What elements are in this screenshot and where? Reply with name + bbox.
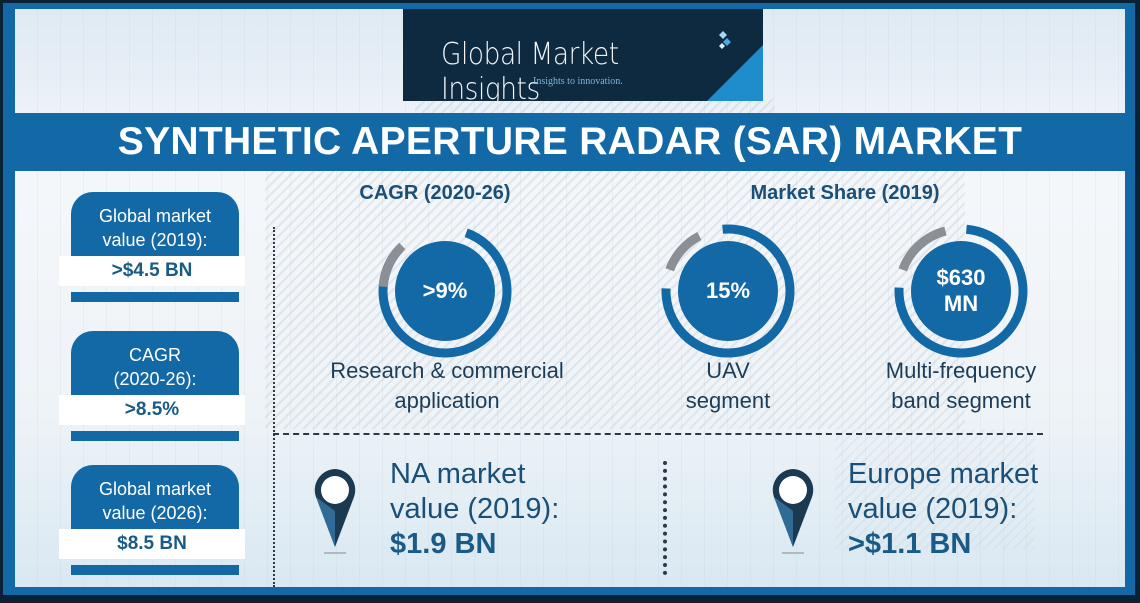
donut-ring bbox=[661, 224, 795, 358]
stat-card-global-2026: Global market value (2026): $8.5 BN bbox=[59, 465, 245, 575]
stat-card-base bbox=[71, 565, 239, 575]
stat-label-line: (2020-26): bbox=[113, 369, 197, 389]
donut-value-text: $630 bbox=[936, 265, 986, 290]
region-europe: Europe market value (2019): >$1.1 BN bbox=[768, 457, 1098, 567]
title-bar: SYNTHETIC APERTURE RADAR (SAR) MARKET bbox=[15, 113, 1125, 171]
uav-donut: 15% bbox=[660, 223, 796, 359]
logo-title: Global Market Insights bbox=[441, 37, 619, 101]
region-label-line: value (2019): bbox=[848, 493, 1018, 525]
donut-ring bbox=[378, 224, 512, 358]
donut-value-text: 15% bbox=[705, 278, 751, 303]
caption-line: segment bbox=[685, 388, 771, 413]
stat-card-value: >8.5% bbox=[59, 395, 245, 425]
region-label: Europe market value (2019): >$1.1 BN bbox=[848, 457, 1038, 562]
background-hatch bbox=[415, 99, 775, 113]
multi-frequency-donut: $630 MN bbox=[893, 223, 1029, 359]
vertical-divider bbox=[663, 461, 667, 575]
caption-line: UAV bbox=[706, 358, 750, 383]
infographic-panel: Global Market Insights Insights to innov… bbox=[15, 9, 1125, 587]
caption-line: application bbox=[394, 388, 500, 413]
infographic-frame: Global Market Insights Insights to innov… bbox=[3, 3, 1135, 595]
region-na: NA market value (2019): $1.9 BN bbox=[310, 457, 640, 567]
stat-card-base bbox=[71, 431, 239, 441]
logo-corner-accent bbox=[707, 45, 763, 101]
donut-ring bbox=[894, 224, 1028, 358]
region-label-line: Europe market bbox=[848, 458, 1039, 490]
horizontal-divider bbox=[273, 433, 1043, 435]
page-title: SYNTHETIC APERTURE RADAR (SAR) MARKET bbox=[117, 120, 1023, 163]
cagr-caption: Research & commercial application bbox=[297, 356, 597, 416]
donut-value: >9% bbox=[377, 223, 513, 359]
logo-banner: Global Market Insights Insights to innov… bbox=[403, 9, 763, 101]
cagr-donut: >9% bbox=[377, 223, 513, 359]
stat-label-line: value (2026): bbox=[102, 503, 208, 523]
market-share-heading: Market Share (2019) bbox=[750, 182, 940, 204]
stat-card-cagr: CAGR (2020-26): >8.5% bbox=[59, 331, 245, 441]
region-value: >$1.1 BN bbox=[848, 528, 972, 560]
stat-label-line: value (2019): bbox=[102, 230, 208, 250]
vertical-divider bbox=[273, 227, 275, 587]
uav-caption: UAV segment bbox=[638, 356, 818, 416]
stat-card-base bbox=[71, 292, 239, 302]
cagr-heading: CAGR (2020-26) bbox=[359, 182, 511, 204]
map-pin-icon bbox=[314, 469, 356, 554]
caption-line: Multi-frequency bbox=[885, 358, 1037, 383]
stat-card-value: >$4.5 BN bbox=[59, 256, 245, 286]
donut-value: 15% bbox=[660, 223, 796, 359]
donut-value-text: >9% bbox=[422, 278, 468, 303]
donut-value: $630 MN bbox=[893, 223, 1029, 359]
stat-label-line: CAGR bbox=[128, 345, 181, 365]
logo-diamond-icon bbox=[719, 31, 731, 49]
stat-card-global-2019: Global market value (2019): >$4.5 BN bbox=[59, 192, 245, 302]
map-pin-icon bbox=[772, 469, 814, 554]
stat-label-line: Global market bbox=[98, 206, 212, 226]
caption-line: band segment bbox=[891, 388, 1031, 413]
stat-card-value: $8.5 BN bbox=[59, 529, 245, 559]
region-label-line: value (2019): bbox=[390, 493, 560, 525]
region-label-line: NA market bbox=[390, 458, 526, 490]
stat-label-line: Global market bbox=[98, 479, 212, 499]
multi-frequency-caption: Multi-frequency band segment bbox=[851, 356, 1071, 416]
logo-tagline: Insights to innovation. bbox=[533, 76, 623, 87]
region-value: $1.9 BN bbox=[390, 528, 497, 560]
caption-line: Research & commercial bbox=[330, 358, 564, 383]
donut-value-text: MN bbox=[943, 291, 979, 316]
region-label: NA market value (2019): $1.9 BN bbox=[390, 457, 559, 562]
